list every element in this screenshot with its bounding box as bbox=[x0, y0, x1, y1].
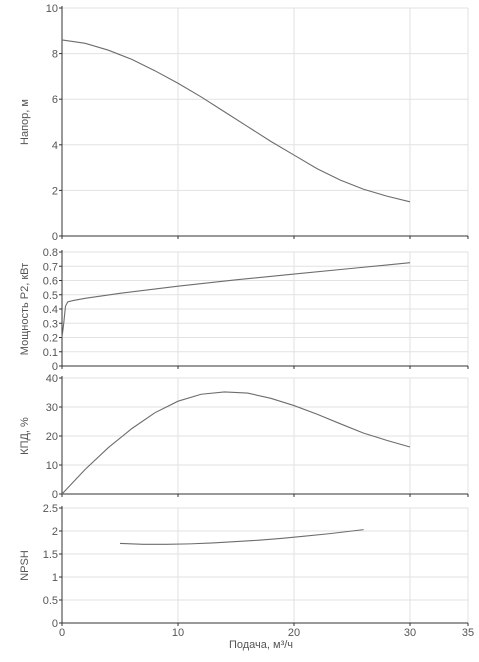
y-tick-label: 0.1 bbox=[43, 347, 58, 359]
x-tick-label: 35 bbox=[462, 627, 474, 639]
y-tick-label: 0.7 bbox=[43, 261, 58, 273]
y-tick-label: 0.5 bbox=[43, 595, 58, 607]
y-tick-label: 10 bbox=[46, 460, 58, 472]
y-tick-label: 20 bbox=[46, 431, 58, 443]
x-tick-label: 30 bbox=[404, 627, 416, 639]
y-tick-label: 0.4 bbox=[43, 304, 58, 316]
y-tick-label: 0 bbox=[52, 231, 58, 243]
x-tick-label: 0 bbox=[59, 627, 65, 639]
y-tick-label: 0.8 bbox=[43, 247, 58, 259]
y-tick-label: 1.5 bbox=[43, 549, 58, 561]
y-axis-label: КПД, % bbox=[19, 417, 31, 455]
series-line bbox=[119, 529, 364, 545]
panel-2: 0 0.1 0.2 0.3 0.4 0.5 0.6 0.7 0.8 Мощность P2, кВ… bbox=[19, 247, 469, 373]
y-axis-label: Мощность P2, кВт bbox=[19, 263, 31, 355]
x-tick-label: 20 bbox=[288, 627, 300, 639]
panel-1: 0 2 4 6 8 10 Напор, м bbox=[19, 3, 469, 243]
y-tick-label: 30 bbox=[46, 402, 58, 414]
y-tick-label: 0.2 bbox=[43, 333, 58, 345]
y-tick-label: 1 bbox=[52, 572, 58, 584]
y-axis-label: Напор, м bbox=[19, 99, 31, 145]
y-axis-label: NPSH bbox=[19, 550, 31, 581]
y-tick-label: 2.5 bbox=[43, 503, 58, 515]
series-line bbox=[61, 391, 411, 495]
panel-4: 0 0.5 1 1.5 2 2.5 NPSH bbox=[19, 503, 469, 630]
panel-3: 0 10 20 30 40 КПД, % bbox=[19, 373, 469, 501]
y-tick-label: 0 bbox=[52, 361, 58, 373]
x-tick-label: 10 bbox=[172, 627, 184, 639]
y-tick-label: 0.6 bbox=[43, 276, 58, 288]
series-line bbox=[61, 39, 411, 203]
y-tick-label: 8 bbox=[52, 49, 58, 61]
y-tick-label: 0 bbox=[52, 489, 58, 501]
y-tick-label: 6 bbox=[52, 94, 58, 106]
y-tick-label: 0.5 bbox=[43, 290, 58, 302]
y-tick-label: 10 bbox=[46, 3, 58, 15]
y-tick-label: 4 bbox=[52, 140, 58, 152]
y-tick-label: 40 bbox=[46, 373, 58, 385]
series-line bbox=[61, 262, 411, 338]
y-tick-label: 0 bbox=[52, 618, 58, 630]
y-tick-label: 0.3 bbox=[43, 318, 58, 330]
y-tick-label: 2 bbox=[52, 185, 58, 197]
y-tick-label: 2 bbox=[52, 526, 58, 538]
x-axis-label: Подача, м³/ч bbox=[229, 639, 293, 651]
